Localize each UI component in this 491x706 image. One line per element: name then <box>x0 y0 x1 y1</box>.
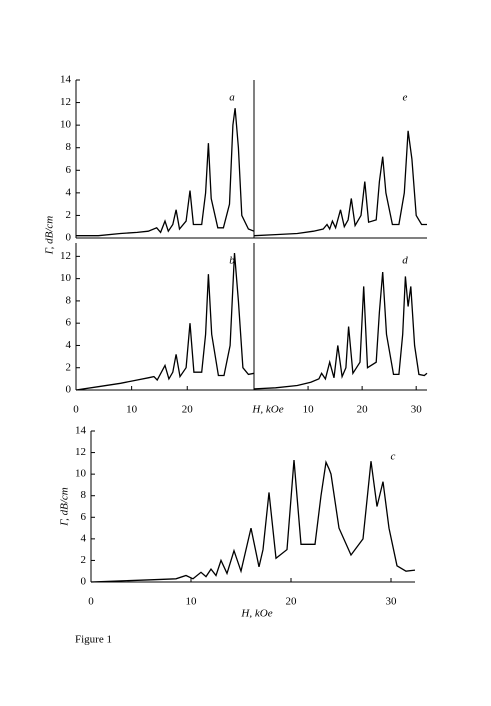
x-tick-label: 20 <box>357 404 369 416</box>
data-line <box>253 130 427 237</box>
x-tick-label: 10 <box>126 404 138 416</box>
y-tick-label: 14 <box>60 74 72 86</box>
y-tick-label: 4 <box>81 532 87 544</box>
y-tick-label: 10 <box>75 468 87 480</box>
y-tick-label: 4 <box>66 339 72 351</box>
x-tick-label: 10 <box>186 596 198 608</box>
y-tick-label: 6 <box>66 317 72 329</box>
data-line <box>75 252 255 391</box>
caption: Figure 1 <box>75 634 112 646</box>
data-line <box>253 271 428 390</box>
y-tick-label: 2 <box>81 554 87 566</box>
panel-label: b <box>229 255 235 267</box>
y-tick-label: 8 <box>66 141 72 153</box>
x-tick-label: 0 <box>88 596 94 608</box>
y-tick-label: 8 <box>66 294 72 306</box>
x-tick-label: 20 <box>182 404 194 416</box>
x-tick-label: 20 <box>286 596 298 608</box>
y-tick-label: 2 <box>66 209 72 221</box>
x-tick-label: 10 <box>303 404 315 416</box>
y-axis-label: Γ, dB/cm <box>59 487 71 527</box>
y-tick-label: 0 <box>66 232 72 244</box>
y-tick-label: 10 <box>60 119 72 131</box>
y-tick-label: 2 <box>66 361 72 373</box>
x-axis-label: H, kOe <box>240 608 272 620</box>
y-tick-label: 8 <box>81 489 87 501</box>
y-tick-label: 12 <box>60 96 71 108</box>
y-tick-label: 14 <box>75 425 87 437</box>
panel-label: a <box>229 92 235 104</box>
x-tick-label: 30 <box>386 596 398 608</box>
x-tick-label: 30 <box>411 404 423 416</box>
x-tick-label: 0 <box>73 404 79 416</box>
panel-label: c <box>391 451 396 463</box>
y-tick-label: 0 <box>81 576 87 588</box>
y-axis-label: Γ, dB/cm <box>44 216 56 256</box>
y-tick-label: 10 <box>60 272 72 284</box>
data-line <box>76 108 255 237</box>
y-tick-label: 4 <box>66 186 72 198</box>
panel-label: e <box>403 92 408 104</box>
x-axis-label: H, kOe <box>251 404 283 416</box>
data-line <box>90 460 416 583</box>
panel-label: d <box>402 255 408 267</box>
y-tick-label: 0 <box>66 384 72 396</box>
y-tick-label: 6 <box>66 164 72 176</box>
y-tick-label: 12 <box>60 250 71 262</box>
y-tick-label: 6 <box>81 511 87 523</box>
y-tick-label: 12 <box>75 446 86 458</box>
